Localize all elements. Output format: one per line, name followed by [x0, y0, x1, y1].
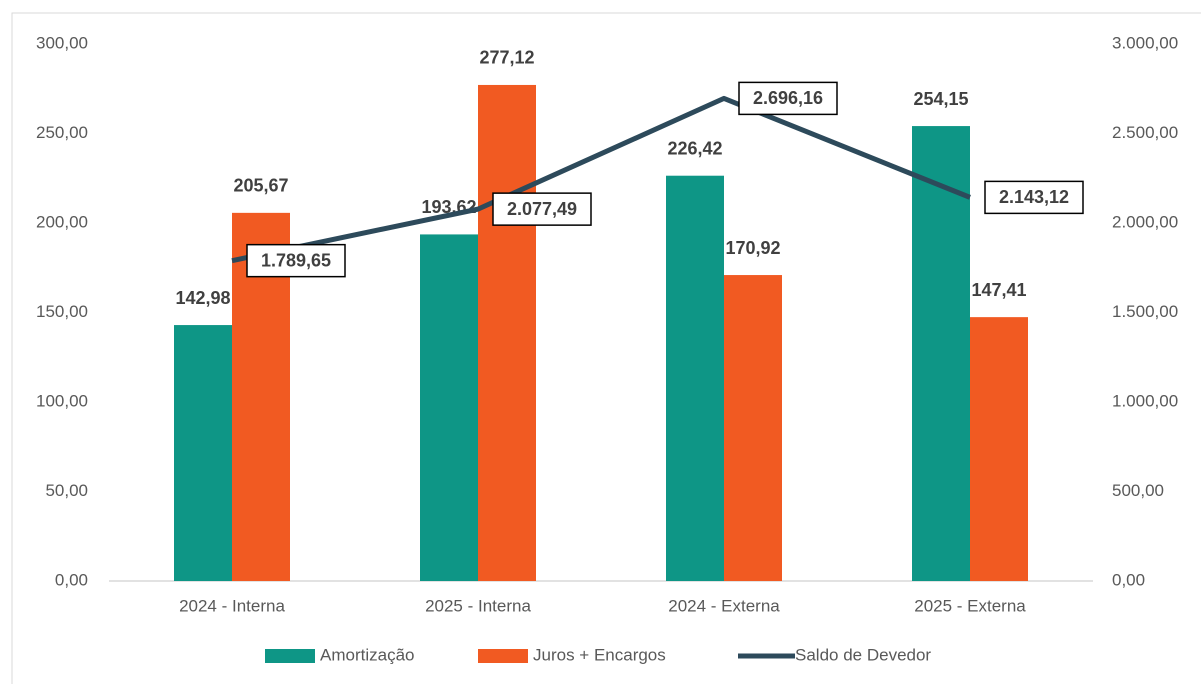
y-tick-label: 0,00 — [55, 570, 88, 589]
legend-label: Saldo de Devedor — [795, 645, 931, 664]
y2-tick-label: 1.500,00 — [1112, 302, 1178, 321]
y2-tick-label: 0,00 — [1112, 570, 1145, 589]
x-tick-label: 2024 - Interna — [179, 596, 285, 615]
bar-value-label: 147,41 — [971, 280, 1026, 300]
legend-marker — [265, 649, 315, 663]
bar — [970, 317, 1028, 581]
y2-tick-label: 2.500,00 — [1112, 123, 1178, 142]
bar-value-label: 277,12 — [479, 48, 534, 68]
bar-value-label: 254,15 — [913, 89, 968, 109]
bar — [420, 234, 478, 581]
x-tick-label: 2025 - Externa — [914, 596, 1026, 615]
line-value-label: 2.077,49 — [507, 199, 577, 219]
bar — [478, 84, 536, 581]
bar — [724, 275, 782, 581]
line-label-box — [492, 192, 592, 226]
x-tick-label: 2025 - Interna — [425, 596, 531, 615]
bar-value-label: 170,92 — [725, 238, 780, 258]
legend-marker — [478, 649, 528, 663]
y-tick-label: 300,00 — [36, 33, 88, 52]
bar-value-label: 142,98 — [175, 288, 230, 308]
bar — [174, 325, 232, 581]
y-tick-label: 250,00 — [36, 123, 88, 142]
y-tick-label: 150,00 — [36, 302, 88, 321]
line-value-label: 2.143,12 — [999, 187, 1069, 207]
line-label-box — [738, 81, 838, 116]
line-label-box — [246, 243, 346, 278]
y-tick-label: 50,00 — [45, 481, 88, 500]
bar-value-label: 205,67 — [233, 176, 288, 196]
line-label-box — [984, 180, 1084, 215]
y-tick-label: 200,00 — [36, 212, 88, 231]
line-value-label: 2.696,16 — [753, 88, 823, 108]
x-tick-label: 2024 - Externa — [668, 596, 780, 615]
bar — [666, 175, 724, 582]
y2-tick-label: 3.000,00 — [1112, 33, 1178, 52]
y-tick-label: 100,00 — [36, 391, 88, 410]
y2-tick-label: 500,00 — [1112, 481, 1164, 500]
bar-value-label: 226,42 — [667, 138, 722, 158]
line-value-label: 1.789,65 — [261, 250, 331, 270]
bar — [912, 126, 970, 581]
y2-tick-label: 1.000,00 — [1112, 391, 1178, 410]
y2-tick-label: 2.000,00 — [1112, 212, 1178, 231]
legend-label: Amortização — [320, 645, 414, 664]
legend-label: Juros + Encargos — [533, 645, 666, 664]
line — [231, 95, 971, 264]
